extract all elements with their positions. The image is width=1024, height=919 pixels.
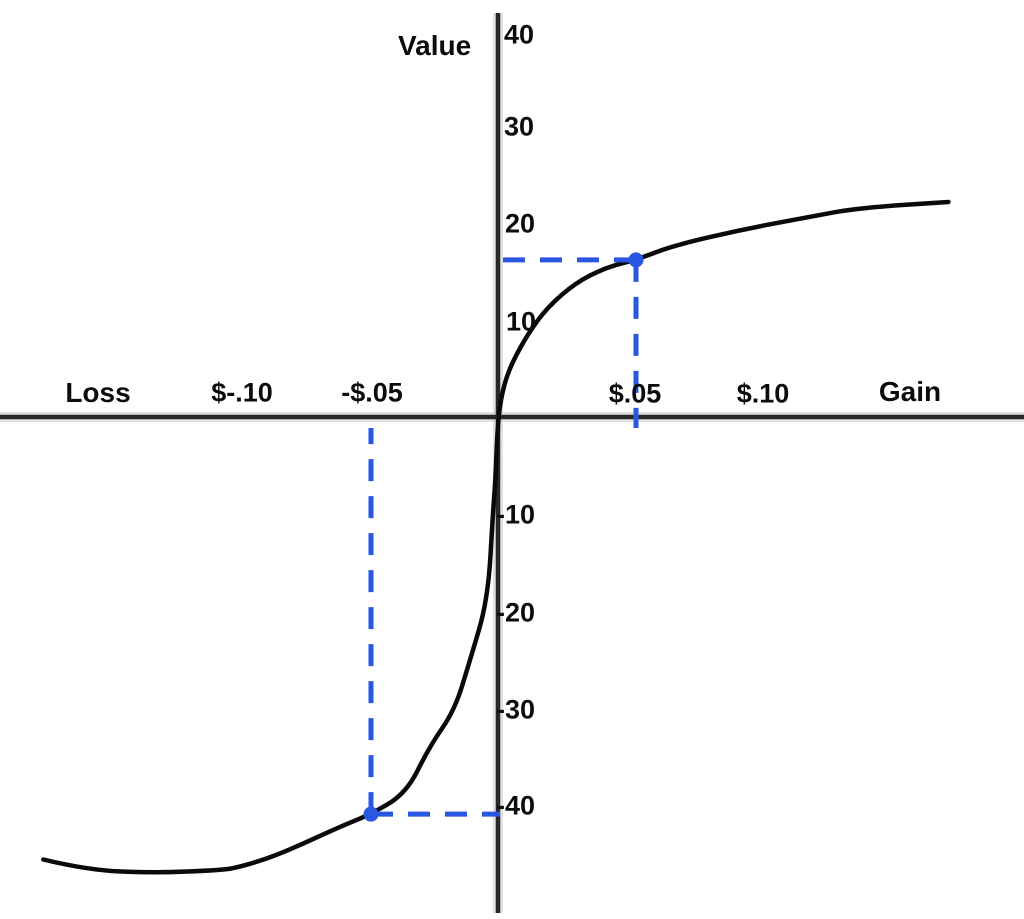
value-function-curve <box>41 199 951 875</box>
y-tick-label: 40 <box>504 19 535 50</box>
y-tick-label: -10 <box>496 499 536 530</box>
x-axis-gain-label: Gain <box>878 376 942 407</box>
y-tick-label: -20 <box>496 597 536 628</box>
reference-point-dot <box>628 252 644 268</box>
y-tick-label: -30 <box>496 694 536 725</box>
x-tick-label: $.10 <box>736 378 790 409</box>
x-tick-label: $.05 <box>608 378 662 409</box>
x-tick-label: $-.10 <box>211 377 273 408</box>
y-tick-label: 10 <box>506 306 537 337</box>
reference-point-dot <box>363 806 379 822</box>
y-axis-title: Value <box>398 30 472 61</box>
y-tick-label: 20 <box>505 208 536 239</box>
y-tick-label: 30 <box>504 111 535 142</box>
x-axis-loss-label: Loss <box>65 377 131 408</box>
y-tick-label: -40 <box>496 790 536 821</box>
x-tick-label: -$.05 <box>341 377 403 408</box>
